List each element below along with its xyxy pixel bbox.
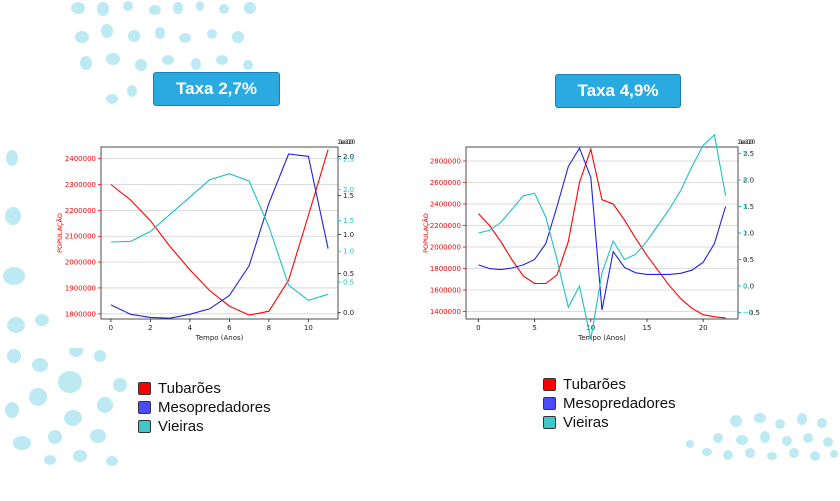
legend-swatch-mesopredadores bbox=[543, 397, 556, 410]
y2-tick-label: 1.5 bbox=[743, 203, 754, 211]
y3-tick-label: 1.5 bbox=[343, 217, 354, 225]
legend-swatch-tubaroes bbox=[543, 378, 556, 391]
y2-tick-label: 2.0 bbox=[743, 176, 754, 184]
legend-item-mesopredadores: Mesopredadores bbox=[138, 398, 271, 417]
y-axis-label: POPULAÇÃO bbox=[55, 213, 64, 253]
offset-label-secondary: 1e10 bbox=[339, 138, 355, 146]
y-tick-label: 1800000 bbox=[65, 310, 96, 318]
y2-tick-label: 2.5 bbox=[743, 150, 754, 158]
y2-tick-label: 1.0 bbox=[343, 231, 354, 239]
x-tick-label: 5 bbox=[532, 324, 536, 332]
y3-tick-label: 0.5 bbox=[343, 278, 354, 286]
panel-title-taxa-4-9: Taxa 4,9% bbox=[555, 74, 681, 108]
y2-tick-label: 0.5 bbox=[743, 256, 754, 264]
y-tick-label: 2600000 bbox=[430, 179, 461, 187]
x-tick-label: 6 bbox=[227, 324, 232, 332]
y-tick-label: 1800000 bbox=[430, 265, 461, 273]
y-tick-label: 2300000 bbox=[65, 181, 96, 189]
y2-tick-label: 0.5 bbox=[343, 270, 354, 278]
y3-tick-label: 0 bbox=[743, 283, 747, 291]
legend-label-tubaroes: Tubarões bbox=[158, 380, 221, 397]
legend-label-mesopredadores: Mesopredadores bbox=[563, 395, 676, 412]
y-tick-label: 2800000 bbox=[430, 157, 461, 165]
y2-tick-label: 1.5 bbox=[343, 192, 354, 200]
y-axis-label: POPULAÇÃO bbox=[421, 213, 430, 253]
plot-frame bbox=[100, 146, 339, 320]
legend-item-mesopredadores: Mesopredadores bbox=[543, 394, 676, 413]
series-line-mesopredadores bbox=[110, 153, 329, 319]
y3-tick-label: 1.0 bbox=[343, 248, 354, 256]
y3-tick-label: 1 bbox=[743, 256, 747, 264]
y-tick-label: 2000000 bbox=[65, 259, 96, 267]
legend-label-mesopredadores: Mesopredadores bbox=[158, 399, 271, 416]
y3-tick-label: 4 bbox=[743, 176, 748, 184]
legend-chart-1: Tubarões Mesopredadores Vieiras bbox=[138, 379, 271, 436]
legend-item-vieiras: Vieiras bbox=[138, 417, 271, 436]
panel-title-taxa-2-7: Taxa 2,7% bbox=[153, 72, 280, 106]
y-tick-label: 1400000 bbox=[430, 308, 461, 316]
y3-tick-label: 5 bbox=[743, 150, 747, 158]
y2-tick-label: 2.0 bbox=[343, 153, 354, 161]
x-axis-label: Tempo (Anos) bbox=[577, 334, 626, 342]
x-tick-label: 0 bbox=[476, 324, 480, 332]
y-tick-label: 2100000 bbox=[65, 233, 96, 241]
legend-swatch-mesopredadores bbox=[138, 401, 151, 414]
y2-tick-label: −0.5 bbox=[743, 309, 760, 317]
x-tick-label: 4 bbox=[188, 324, 193, 332]
chart-taxa-2-7: 0 2 4 6 8 10 Tempo (Anos) 1800000 1900000 2000000… bbox=[53, 123, 358, 348]
series-line-vieiras bbox=[110, 173, 329, 302]
legend-label-vieiras: Vieiras bbox=[158, 418, 204, 435]
legend-item-vieiras: Vieiras bbox=[543, 413, 676, 432]
x-tick-label: 20 bbox=[699, 324, 708, 332]
x-tick-label: 15 bbox=[642, 324, 651, 332]
y3-tick-label: 3 bbox=[743, 203, 747, 211]
y3-tick-label: 2.5 bbox=[343, 155, 354, 163]
legend-swatch-vieiras bbox=[138, 420, 151, 433]
y3-tick-label: 2.0 bbox=[343, 186, 354, 194]
legend-item-tubaroes: Tubarões bbox=[543, 375, 676, 394]
x-tick-label: 0 bbox=[109, 324, 113, 332]
y-tick-label: 2400000 bbox=[65, 155, 96, 163]
y2-tick-label: 0.0 bbox=[343, 309, 354, 317]
legend-label-vieiras: Vieiras bbox=[563, 414, 609, 431]
y3-tick-label: 2 bbox=[743, 230, 747, 238]
y-tick-label: 2200000 bbox=[65, 207, 96, 215]
y2-tick-label: 1.0 bbox=[743, 230, 754, 238]
y-tick-label: 2000000 bbox=[430, 243, 461, 251]
legend-item-tubaroes: Tubarões bbox=[138, 379, 271, 398]
y-tick-label: 2200000 bbox=[430, 222, 461, 230]
series-line-tubaroes bbox=[110, 149, 329, 316]
plot-frame bbox=[465, 146, 739, 320]
x-tick-label: 10 bbox=[586, 324, 595, 332]
y-tick-label: 1900000 bbox=[65, 284, 96, 292]
y-tick-label: 1600000 bbox=[430, 286, 461, 294]
x-axis-label: Tempo (Anos) bbox=[195, 334, 244, 342]
x-tick-label: 8 bbox=[267, 324, 271, 332]
y-tick-label: 2400000 bbox=[430, 200, 461, 208]
series-line-vieiras bbox=[478, 133, 727, 340]
series-line-mesopredadores bbox=[478, 146, 727, 311]
x-tick-label: 2 bbox=[148, 324, 152, 332]
offset-label: 1e10 bbox=[737, 138, 753, 146]
legend-swatch-vieiras bbox=[543, 416, 556, 429]
x-tick-label: 10 bbox=[304, 324, 313, 332]
legend-swatch-tubaroes bbox=[138, 382, 151, 395]
legend-label-tubaroes: Tubarões bbox=[563, 376, 626, 393]
offset-label-secondary: 1e10 bbox=[739, 138, 755, 146]
series-line-tubaroes bbox=[477, 147, 726, 319]
y3-tick-label: −1 bbox=[743, 309, 753, 317]
legend-chart-2: Tubarões Mesopredadores Vieiras bbox=[543, 375, 676, 432]
offset-label: 1e10 bbox=[337, 138, 353, 146]
y2-tick-label: 0.0 bbox=[743, 283, 754, 291]
